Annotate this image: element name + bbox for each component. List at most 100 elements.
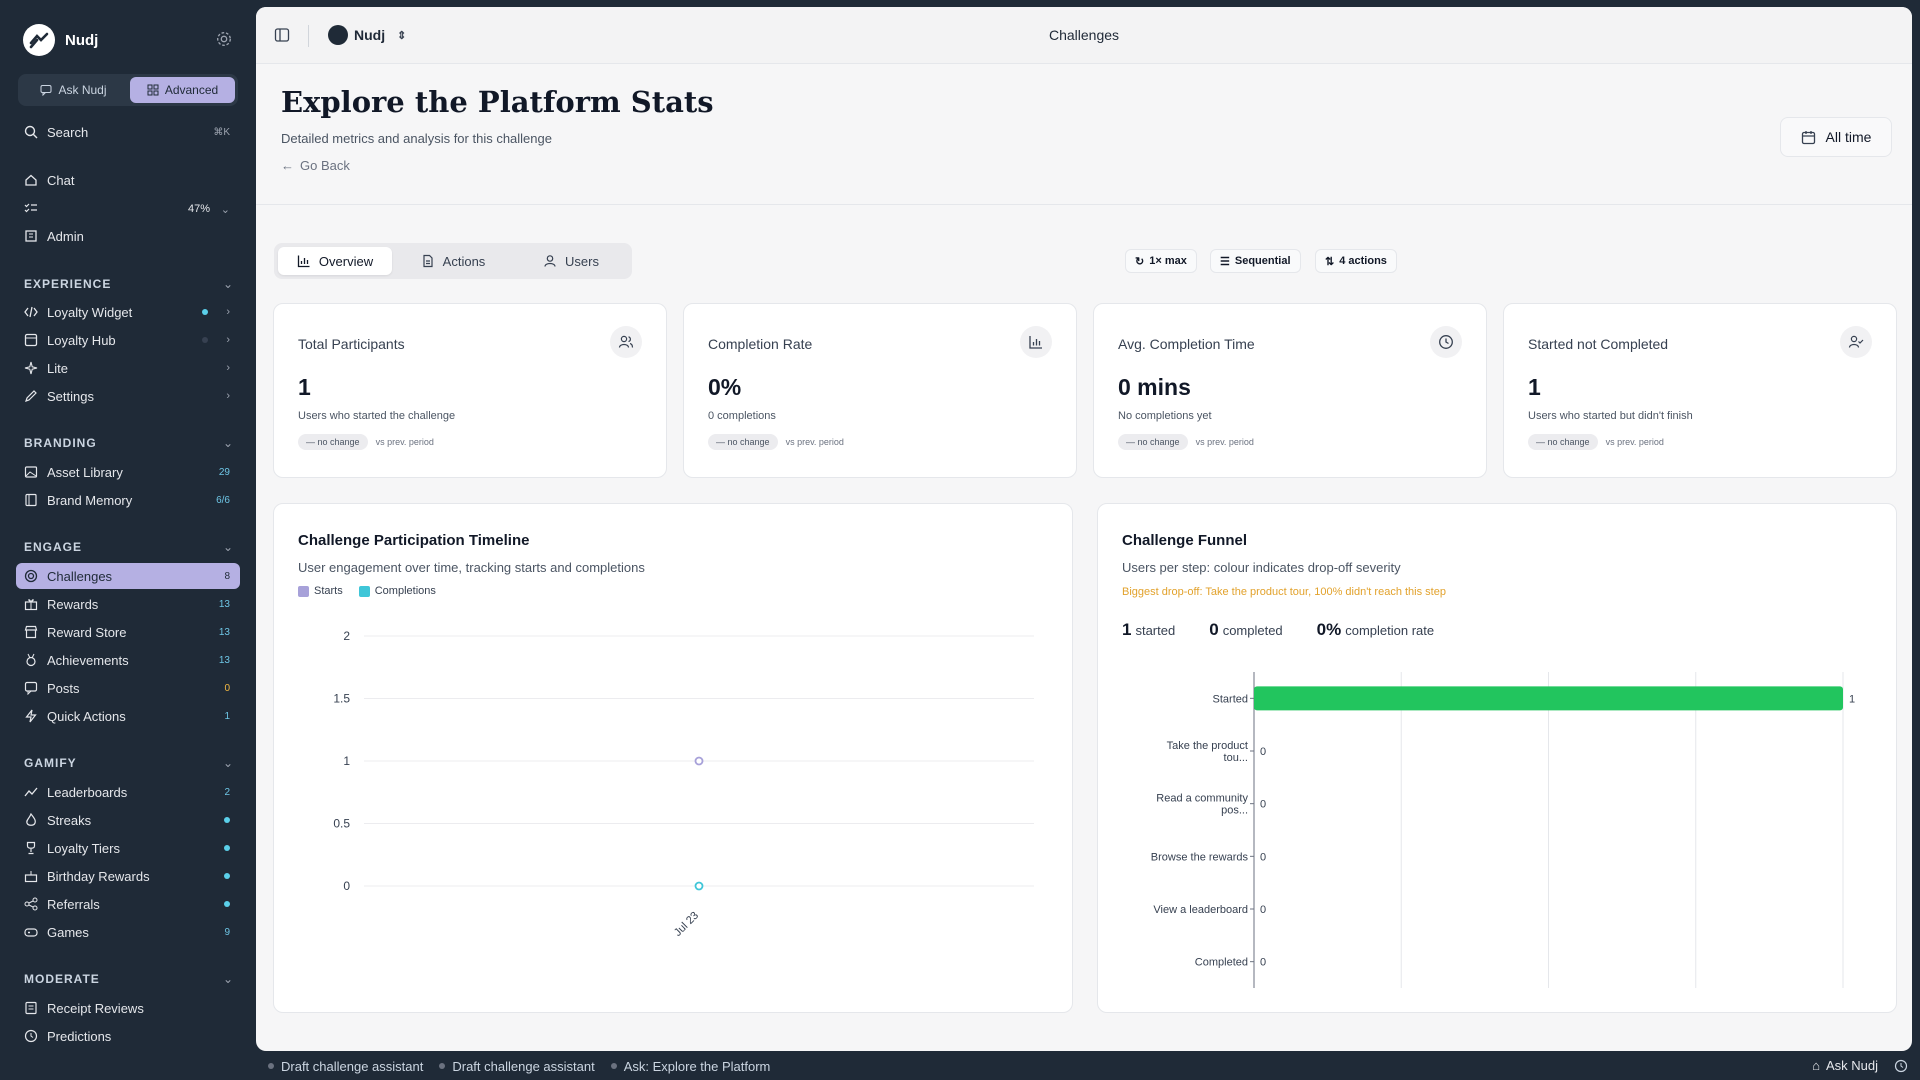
sidebar-item-lite[interactable]: Lite › <box>16 355 240 381</box>
sidebar-item-quick-actions[interactable]: Quick Actions 1 <box>16 703 240 729</box>
change-period: vs prev. period <box>1195 437 1254 447</box>
legend-completions[interactable]: Completions <box>358 585 436 597</box>
legend-starts[interactable]: Starts <box>298 585 343 597</box>
user-check-icon <box>1840 326 1872 358</box>
workspace-switcher[interactable]: Nudj ⇕ <box>328 25 406 45</box>
funnel-bar <box>1254 686 1843 711</box>
sidebar-item-loyalty-hub[interactable]: Loyalty Hub › <box>16 327 240 353</box>
status-dot <box>224 873 230 879</box>
summary-completed-value: 0 <box>1209 620 1219 639</box>
sidebar-item-admin[interactable]: Admin <box>16 223 240 249</box>
sidebar-item-chat[interactable]: Chat <box>16 167 240 193</box>
item-count: 6/6 <box>216 494 230 506</box>
y-tick-label: 0 <box>343 879 350 893</box>
sidebar-item-streaks[interactable]: Streaks <box>16 807 240 833</box>
brand[interactable]: Nudj <box>23 24 98 56</box>
sidebar-item-label: Asset Library <box>47 464 123 480</box>
building-icon <box>25 230 37 242</box>
view-tabs: Overview Actions Users <box>274 243 632 279</box>
sidebar-item-posts[interactable]: Posts 0 <box>16 675 240 701</box>
recent-chat-3[interactable]: Ask: Explore the Platform <box>610 1059 770 1074</box>
sidebar-item-referrals[interactable]: Referrals <box>16 891 240 917</box>
chip-label: 4 actions <box>1339 255 1387 267</box>
go-back-link[interactable]: ← Go Back <box>281 158 714 173</box>
sidebar-item-receipt-reviews[interactable]: Receipt Reviews <box>16 995 240 1021</box>
code-icon <box>24 306 38 318</box>
stat-label: Started not Completed <box>1528 336 1669 352</box>
stat-card-started-not-completed: Started not Completed 1 Users who starte… <box>1503 303 1897 478</box>
tab-overview[interactable]: Overview <box>278 247 392 275</box>
sidebar-item-label: Rewards <box>47 596 99 612</box>
recent-chat-2[interactable]: Draft challenge assistant <box>439 1059 595 1074</box>
mode-advanced[interactable]: Advanced <box>130 77 235 103</box>
bar-chart-icon <box>297 255 310 268</box>
section-engage[interactable]: ENGAGE ⌄ <box>24 540 234 554</box>
topbar: Nudj ⇕ Challenges <box>256 7 1912 64</box>
sort-icon: ⇅ <box>1325 255 1335 268</box>
gear-icon[interactable] <box>215 30 233 48</box>
chevron-right-icon: › <box>226 306 230 318</box>
stat-change: — no change vs prev. period <box>298 434 434 450</box>
stat-value: 1 <box>298 374 311 400</box>
summary-completed: 0 completed <box>1209 620 1282 640</box>
sidebar-item-rewards[interactable]: Rewards 13 <box>16 591 240 617</box>
legend-swatch <box>358 585 370 597</box>
sidebar-search[interactable]: Search ⌘K <box>16 119 240 145</box>
workspace-name: Nudj <box>354 27 386 43</box>
history-icon[interactable] <box>1894 1059 1908 1073</box>
sidebar-item-achievements[interactable]: Achievements 13 <box>16 647 240 673</box>
tab-actions[interactable]: Actions <box>396 247 510 275</box>
section-branding[interactable]: BRANDING ⌄ <box>24 436 234 450</box>
sidebar-item-brand-memory[interactable]: Brand Memory 6/6 <box>16 487 240 513</box>
item-count: 9 <box>224 926 230 938</box>
item-count: 29 <box>218 466 230 478</box>
category-label: Take the product <box>1167 740 1248 752</box>
challenge-title: Explore the Platform Stats <box>281 85 714 119</box>
sidebar-item-loyalty-tiers[interactable]: Loyalty Tiers <box>16 835 240 861</box>
y-tick-label: 1 <box>343 754 350 768</box>
sidebar-item-challenges[interactable]: Challenges 8 <box>16 563 240 589</box>
sidebar-item-loyalty-widget[interactable]: Loyalty Widget › <box>16 299 240 325</box>
ask-nudj-button[interactable]: ⌂ Ask Nudj <box>1812 1058 1878 1073</box>
change-period: vs prev. period <box>375 437 434 447</box>
search-icon <box>24 125 38 139</box>
date-range-button[interactable]: All time <box>1780 117 1892 157</box>
timeline-card: Challenge Participation Timeline User en… <box>273 503 1073 1013</box>
lightning-icon <box>25 709 37 723</box>
stat-card-completion-rate: Completion Rate 0% 0 completions — no ch… <box>683 303 1077 478</box>
sidebar-progress-row[interactable]: 47% ⌄ <box>16 196 240 222</box>
category-label: tou... <box>1224 752 1248 764</box>
sidebar-item-asset-library[interactable]: Asset Library 29 <box>16 459 240 485</box>
section-title: BRANDING <box>24 436 97 450</box>
clock-icon <box>1430 326 1462 358</box>
sidebar-item-predictions[interactable]: Predictions <box>16 1023 240 1049</box>
chevron-up-down-icon: ⇕ <box>397 29 407 42</box>
item-count: 1 <box>224 710 230 722</box>
sidebar-item-settings[interactable]: Settings › <box>16 383 240 409</box>
sidebar-item-birthday-rewards[interactable]: Birthday Rewards <box>16 863 240 889</box>
funnel-title: Challenge Funnel <box>1122 532 1248 549</box>
sidebar-item-reward-store[interactable]: Reward Store 13 <box>16 619 240 645</box>
page-title: Challenges <box>1048 27 1120 43</box>
sidebar-item-label: Lite <box>47 360 68 376</box>
chip-max-completions: ↻ 1× max <box>1125 249 1197 273</box>
item-count: 8 <box>224 570 230 582</box>
timeline-title: Challenge Participation Timeline <box>298 532 530 549</box>
recent-chat-1[interactable]: Draft challenge assistant <box>268 1059 423 1074</box>
sidebar-item-label: Challenges <box>47 568 113 584</box>
summary-completed-label: completed <box>1222 623 1283 638</box>
sidebar-item-leaderboards[interactable]: Leaderboards 2 <box>16 779 240 805</box>
mode-ask-nudj[interactable]: Ask Nudj <box>21 77 126 103</box>
chevron-down-icon: ⌄ <box>222 436 234 450</box>
stat-label: Total Participants <box>298 336 405 352</box>
section-gamify[interactable]: GAMIFY ⌄ <box>24 756 234 770</box>
section-experience[interactable]: EXPERIENCE ⌄ <box>24 277 234 291</box>
sidebar-toggle-icon[interactable] <box>274 27 290 43</box>
sidebar-item-games[interactable]: Games 9 <box>16 919 240 945</box>
stat-value: 1 <box>1528 374 1541 400</box>
chip-label: 1× max <box>1149 255 1187 267</box>
status-dot <box>224 817 230 823</box>
section-moderate[interactable]: MODERATE ⌄ <box>24 972 234 986</box>
tab-users[interactable]: Users <box>514 247 628 275</box>
category-label: Completed <box>1195 957 1248 969</box>
